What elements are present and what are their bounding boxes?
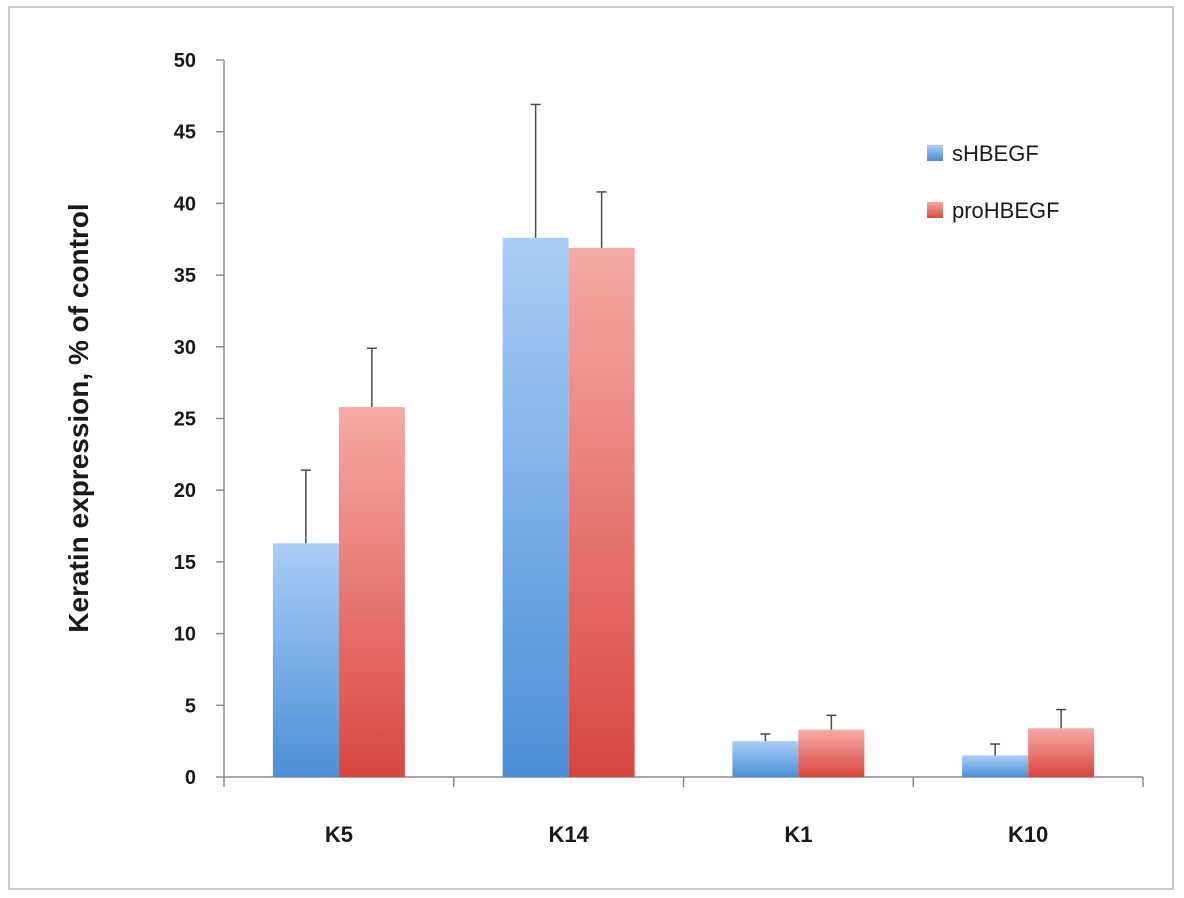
x-axis: K5 K14 K1 K10	[223, 776, 1144, 847]
y-tick-label: 45	[174, 122, 196, 144]
legend-label-proHBEGF: proHBEGF	[952, 198, 1060, 223]
bars	[272, 237, 1095, 778]
bar-sHBEGF-K10	[962, 755, 1029, 777]
x-tick-label: K14	[548, 822, 589, 847]
legend-swatch-proHBEGF	[927, 202, 943, 218]
y-axis-label: Keratin expression, % of control	[63, 203, 94, 632]
x-tick-label: K5	[325, 822, 353, 847]
bar-sHBEGF-K1	[732, 741, 799, 777]
y-tick-label: 10	[174, 624, 196, 646]
y-tick-label: 20	[174, 480, 196, 502]
y-tick-label: 40	[174, 193, 196, 215]
y-tick-label: 50	[174, 50, 196, 72]
bar-sHBEGF-K14	[502, 237, 569, 778]
x-tick-label: K1	[784, 822, 812, 847]
bar-proHBEGF-K14	[568, 247, 635, 777]
legend: sHBEGF proHBEGF	[927, 141, 1060, 223]
x-tick-label: K10	[1008, 822, 1048, 847]
legend-label-sHBEGF: sHBEGF	[952, 141, 1039, 166]
bar-proHBEGF-K1	[798, 729, 865, 777]
bar-proHBEGF-K10	[1028, 728, 1095, 777]
y-tick-label: 15	[174, 552, 196, 574]
y-tick-label: 30	[174, 337, 196, 359]
y-tick-label: 35	[174, 265, 196, 287]
error-bars	[300, 103, 1067, 756]
bar-sHBEGF-K5	[272, 543, 339, 777]
y-tick-label: 5	[185, 695, 196, 717]
legend-swatch-sHBEGF	[927, 145, 943, 161]
bar-proHBEGF-K5	[338, 407, 405, 777]
y-tick-label: 0	[185, 767, 196, 789]
y-tick-label: 25	[174, 409, 196, 431]
y-axis: 0 5 10 15 20 25 30 35 40 45 50	[174, 50, 225, 789]
